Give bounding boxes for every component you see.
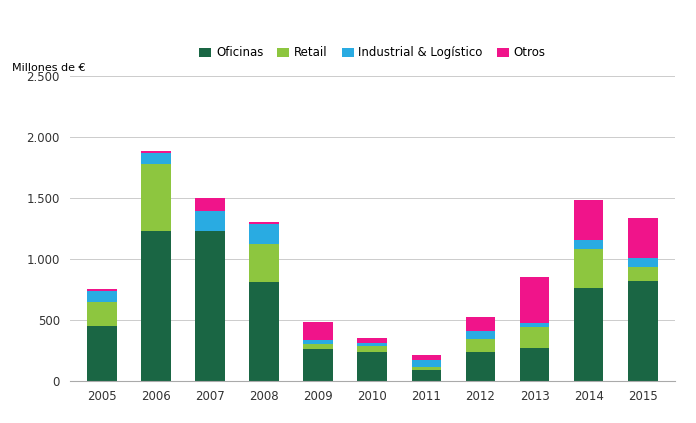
Bar <box>358 352 387 381</box>
Bar <box>574 201 603 240</box>
Bar <box>574 288 603 381</box>
Bar <box>628 267 658 281</box>
Bar <box>87 302 117 326</box>
Bar <box>141 231 171 381</box>
Bar <box>249 223 279 244</box>
Legend: Oficinas, Retail, Industrial & Logístico, Otros: Oficinas, Retail, Industrial & Logístico… <box>195 42 550 64</box>
Bar <box>141 151 171 154</box>
Text: Millones de €: Millones de € <box>12 63 86 73</box>
Bar <box>196 211 225 231</box>
Bar <box>628 281 658 381</box>
Bar <box>358 346 387 352</box>
Bar <box>87 326 117 381</box>
Bar <box>141 165 171 231</box>
Bar <box>466 317 496 331</box>
Bar <box>87 291 117 302</box>
Bar <box>520 327 549 348</box>
Bar <box>303 349 333 381</box>
Bar <box>249 244 279 282</box>
Bar <box>358 338 387 343</box>
Bar <box>466 331 496 339</box>
Bar <box>87 289 117 291</box>
Bar <box>358 343 387 346</box>
Bar <box>574 249 603 288</box>
Bar <box>303 341 333 344</box>
Bar <box>411 371 441 381</box>
Bar <box>303 344 333 349</box>
Bar <box>249 282 279 381</box>
Bar <box>628 218 658 258</box>
Bar <box>520 348 549 381</box>
Bar <box>303 322 333 341</box>
Bar <box>196 198 225 211</box>
Bar <box>411 367 441 371</box>
Bar <box>466 339 496 352</box>
Bar <box>520 324 549 327</box>
Bar <box>196 231 225 381</box>
Bar <box>411 360 441 367</box>
Bar <box>141 154 171 165</box>
Bar <box>520 277 549 324</box>
Bar <box>628 258 658 267</box>
Bar <box>411 355 441 360</box>
Bar <box>466 352 496 381</box>
Bar <box>574 240 603 249</box>
Bar <box>249 222 279 223</box>
